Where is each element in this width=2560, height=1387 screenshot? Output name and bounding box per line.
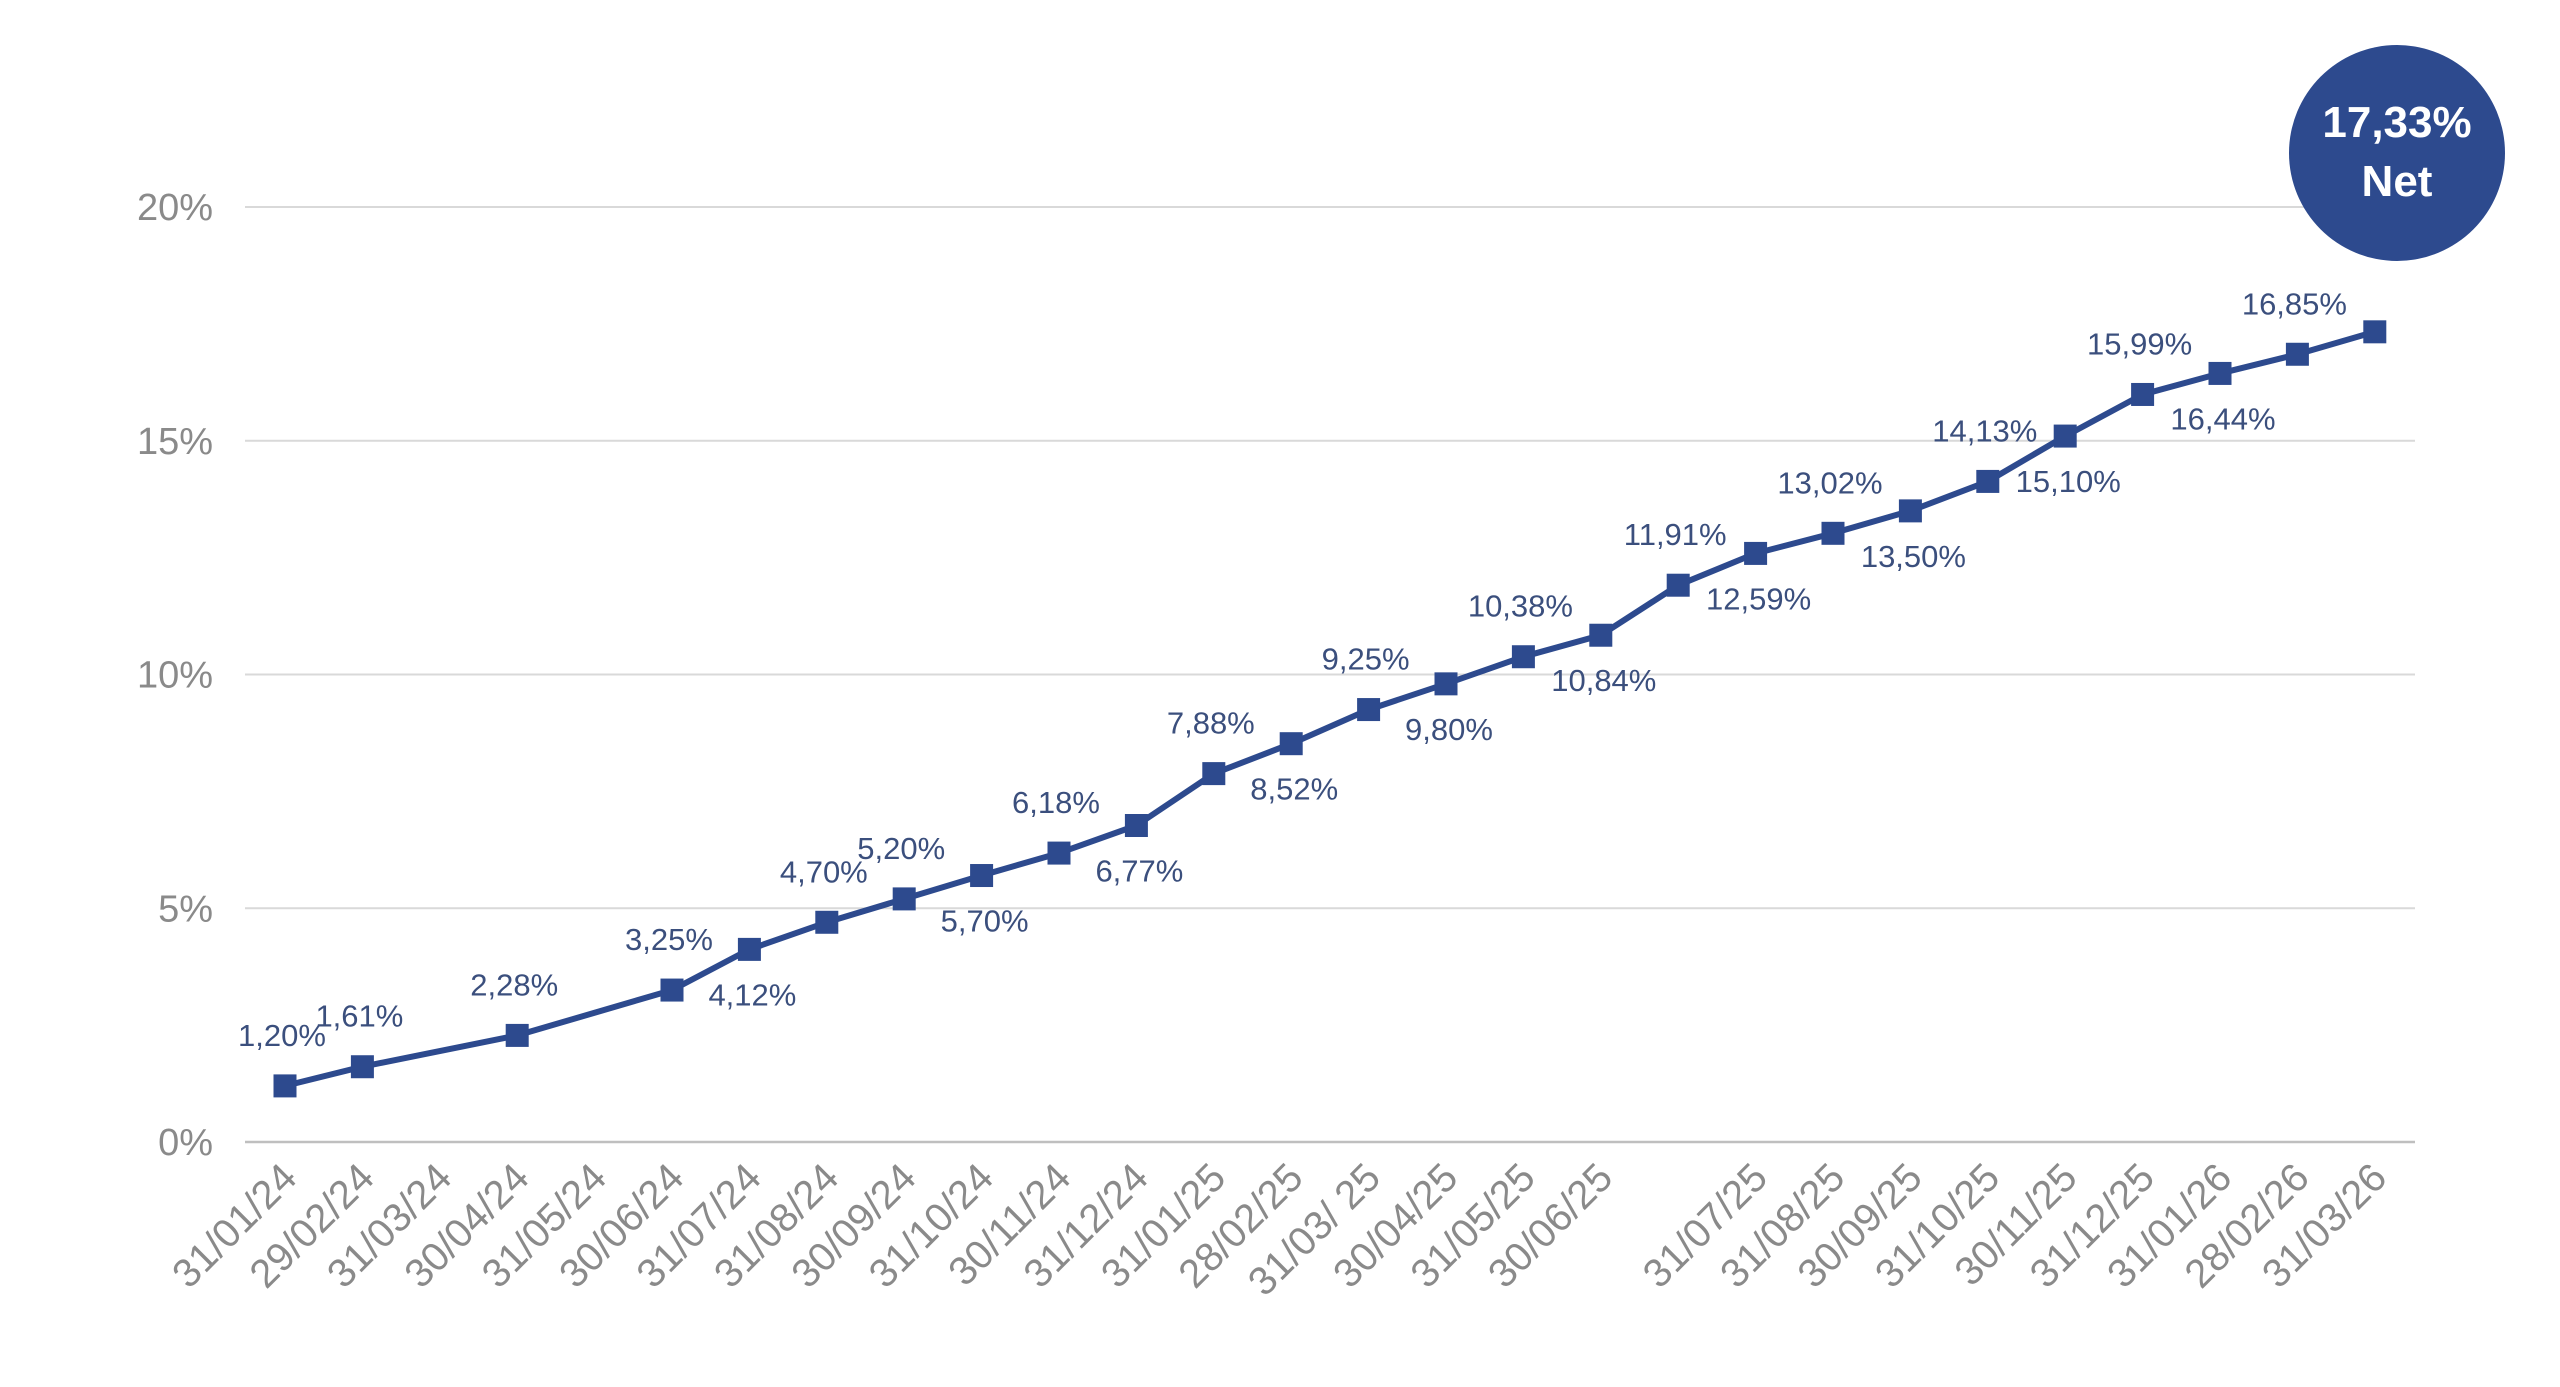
data-label: 13,02% — [1777, 465, 1882, 500]
data-label: 10,84% — [1551, 663, 1656, 698]
data-point-marker — [2363, 320, 2387, 344]
data-label: 16,85% — [2242, 286, 2347, 321]
badge-caption: Net — [2362, 157, 2433, 206]
data-label: 1,20% — [238, 1018, 326, 1053]
data-point-marker — [1821, 521, 1845, 545]
data-point-marker — [1898, 499, 1922, 523]
data-label: 10,38% — [1468, 589, 1573, 624]
data-label: 5,20% — [857, 831, 945, 866]
data-label: 9,25% — [1322, 642, 1410, 677]
y-tick-label: 5% — [158, 888, 213, 930]
y-tick-label: 10% — [137, 655, 213, 697]
data-point-marker — [1124, 814, 1148, 838]
data-point-marker — [660, 978, 684, 1002]
data-label: 9,80% — [1405, 712, 1493, 747]
data-point-marker — [1279, 732, 1303, 756]
data-label: 12,59% — [1706, 581, 1811, 616]
data-point-marker — [1666, 573, 1690, 597]
data-label: 4,70% — [780, 854, 868, 889]
data-label: 3,25% — [625, 922, 713, 957]
x-axis-ticks: 31/01/2429/02/2431/03/2430/04/2431/05/24… — [164, 1155, 2395, 1304]
y-axis-ticks: 0% 5% 10% 15% 20% — [137, 187, 213, 1164]
data-label: 7,88% — [1167, 706, 1255, 741]
data-label: 6,77% — [1095, 854, 1183, 889]
data-point-marker — [815, 910, 839, 934]
data-label: 8,52% — [1250, 772, 1338, 807]
y-tick-label: 0% — [158, 1122, 213, 1164]
badge-value: 17,33% — [2322, 98, 2471, 147]
data-label: 15,99% — [2087, 326, 2192, 361]
data-point-marker — [737, 937, 761, 961]
data-point-marker — [2285, 342, 2309, 366]
data-point-marker — [2131, 382, 2155, 406]
y-tick-label: 15% — [137, 421, 213, 463]
data-point-marker — [1047, 841, 1071, 865]
badge-circle — [2289, 45, 2505, 261]
data-label: 1,61% — [315, 999, 403, 1034]
data-label: 13,50% — [1861, 539, 1966, 574]
data-point-marker — [970, 864, 994, 888]
data-point-marker — [1202, 762, 1226, 786]
data-point-marker — [505, 1023, 529, 1047]
data-label: 5,70% — [941, 904, 1029, 939]
y-tick-label: 20% — [137, 187, 213, 229]
data-label: 14,13% — [1932, 413, 2037, 448]
data-label: 11,91% — [1624, 517, 1727, 552]
data-point-marker — [2053, 424, 2077, 448]
net-return-badge: 17,33% Net — [2289, 45, 2505, 261]
data-label: 15,10% — [2016, 464, 2121, 499]
data-point-marker — [892, 887, 916, 911]
data-point-marker — [350, 1055, 374, 1079]
data-point-marker — [1589, 623, 1613, 647]
data-point-marker — [273, 1074, 297, 1098]
data-markers — [273, 320, 2387, 1098]
data-label: 4,12% — [708, 977, 796, 1012]
data-label: 6,18% — [1012, 785, 1100, 820]
data-point-marker — [1434, 672, 1458, 696]
data-point-marker — [1744, 541, 1768, 565]
data-point-marker — [1357, 698, 1381, 722]
data-labels: 1,20%1,61% 2,28% 3,25% 4,12% 4,70%5,20% 5,70%… — [238, 286, 2347, 1053]
data-point-marker — [1976, 469, 2000, 493]
data-label: 16,44% — [2170, 401, 2275, 436]
data-point-marker — [2208, 361, 2232, 385]
data-label: 2,28% — [470, 967, 558, 1002]
data-point-marker — [1511, 645, 1535, 669]
series-line — [284, 328, 2376, 1089]
